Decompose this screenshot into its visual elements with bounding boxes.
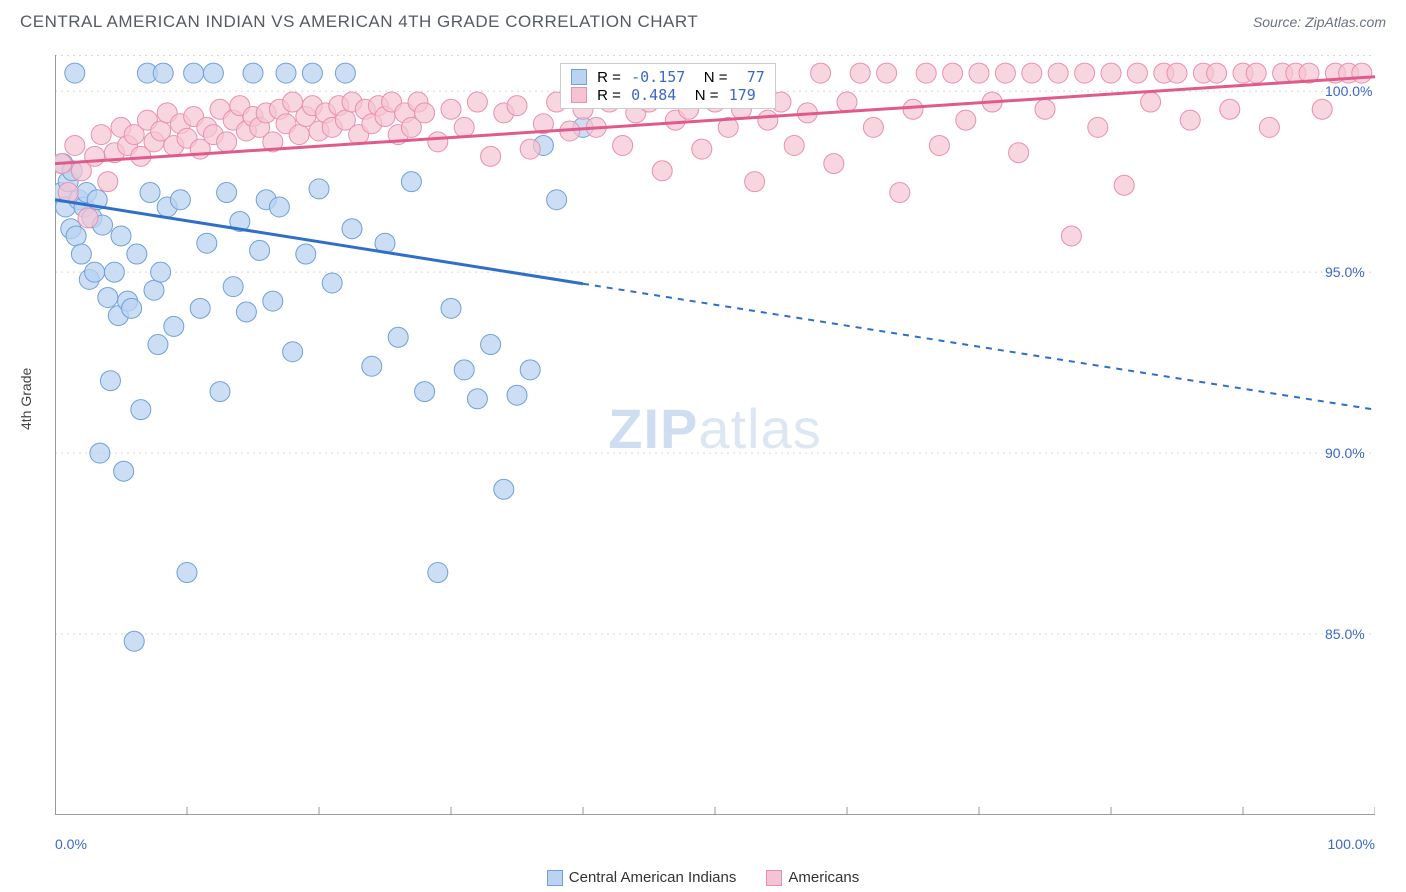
scatter-plot-svg	[55, 55, 1375, 815]
legend-swatch	[571, 87, 587, 103]
legend-row-amer: R = 0.484 N = 179	[571, 86, 765, 104]
header: CENTRAL AMERICAN INDIAN VS AMERICAN 4TH …	[0, 0, 1406, 38]
legend-row-cai: R = -0.157 N = 77	[571, 68, 765, 86]
y-tick-label: 85.0%	[1325, 626, 1365, 642]
source-attribution: Source: ZipAtlas.com	[1253, 14, 1386, 30]
chart-container: CENTRAL AMERICAN INDIAN VS AMERICAN 4TH …	[0, 0, 1406, 892]
chart-title: CENTRAL AMERICAN INDIAN VS AMERICAN 4TH …	[20, 12, 698, 32]
legend-label: Americans	[788, 869, 859, 886]
x-min-label: 0.0%	[55, 836, 87, 852]
series-legend: Central American Indians Americans	[0, 869, 1406, 886]
y-tick-label: 100.0%	[1325, 83, 1372, 99]
x-max-label: 100.0%	[1328, 836, 1375, 852]
legend-item: Americans	[766, 869, 859, 886]
y-tick-label: 95.0%	[1325, 264, 1365, 280]
correlation-legend-box: R = -0.157 N = 77 R = 0.484 N = 179	[560, 63, 776, 109]
r-value: -0.157	[631, 68, 685, 86]
legend-swatch	[547, 870, 563, 886]
legend-swatch	[571, 69, 587, 85]
legend-label: Central American Indians	[569, 869, 737, 886]
r-value: 0.484	[631, 86, 676, 104]
plot-area: ZIPatlas R = -0.157 N = 77 R = 0.484 N =…	[55, 55, 1375, 815]
legend-swatch	[766, 870, 782, 886]
y-axis-label: 4th Grade	[18, 368, 34, 430]
y-tick-label: 90.0%	[1325, 445, 1365, 461]
n-value: 179	[729, 86, 756, 104]
legend-item: Central American Indians	[547, 869, 737, 886]
x-axis-labels: 0.0% 100.0%	[55, 836, 1375, 852]
n-value: 77	[738, 68, 765, 86]
